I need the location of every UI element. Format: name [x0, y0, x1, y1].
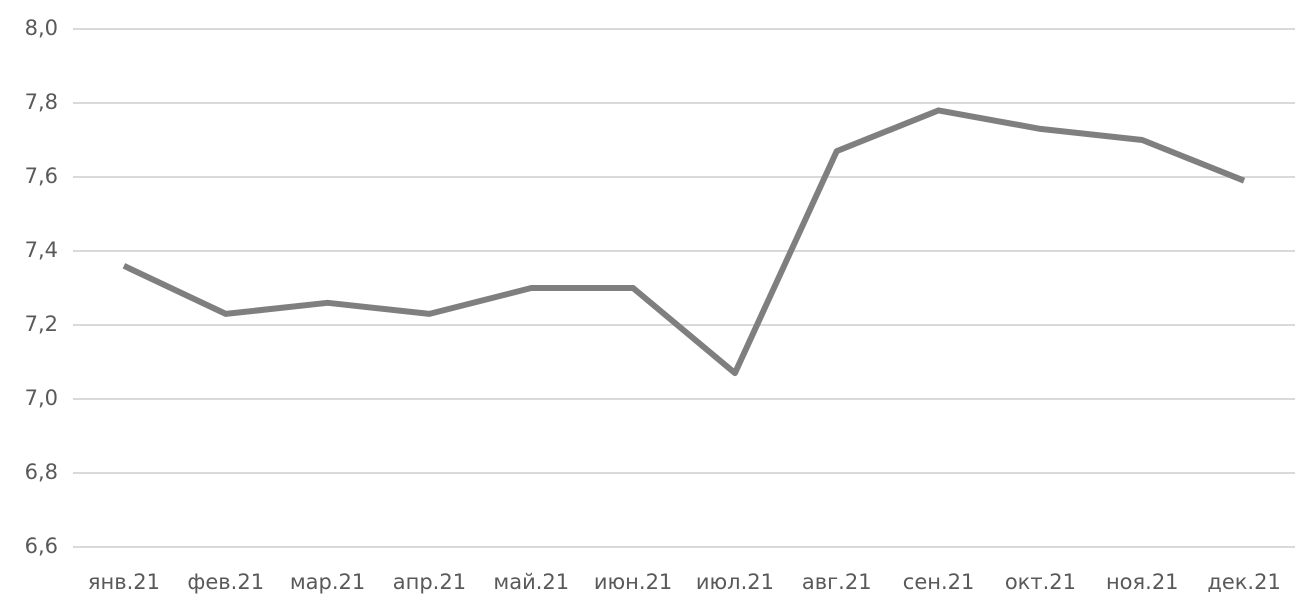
- y-tick-label: 6,6: [25, 534, 58, 558]
- x-tick-label: мар.21: [290, 570, 365, 594]
- data-line: [122, 107, 1246, 377]
- y-tick-label: 7,4: [25, 238, 58, 262]
- x-tick-label: ноя.21: [1106, 570, 1179, 594]
- x-tick-label: дек.21: [1207, 570, 1281, 594]
- y-tick-label: 7,2: [25, 312, 58, 336]
- x-tick-label: авг.21: [802, 570, 872, 594]
- x-tick-label: окт.21: [1005, 570, 1076, 594]
- x-tick-label: июл.21: [696, 570, 774, 594]
- y-tick-label: 8,0: [25, 16, 58, 40]
- x-tick-label: май.21: [493, 570, 569, 594]
- x-tick-label: янв.21: [88, 570, 160, 594]
- x-tick-label: сен.21: [903, 570, 975, 594]
- x-tick-label: фев.21: [187, 570, 264, 594]
- y-tick-label: 7,0: [25, 386, 58, 410]
- y-tick-label: 6,8: [25, 460, 58, 484]
- y-tick-label: 7,8: [25, 90, 58, 114]
- y-tick-label: 7,6: [25, 164, 58, 188]
- x-tick-label: июн.21: [594, 570, 672, 594]
- x-tick-label: апр.21: [393, 570, 466, 594]
